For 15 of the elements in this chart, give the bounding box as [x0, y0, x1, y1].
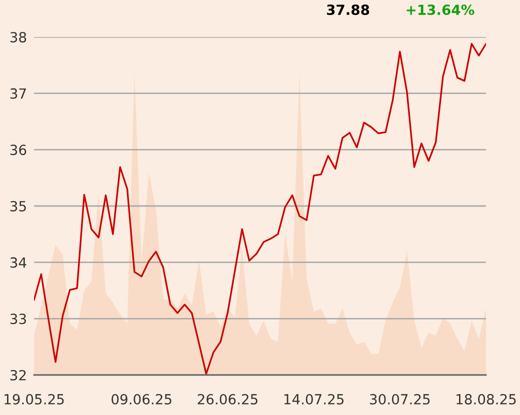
y-tick-label: 34	[10, 257, 26, 268]
text: 37.88	[326, 4, 370, 16]
x-tick-label: 19.05.25	[4, 394, 64, 404]
x-tick-label: 30.07.25	[370, 394, 430, 404]
x-tick-label: 09.06.25	[112, 394, 172, 404]
y-tick-label: 38	[10, 32, 26, 42]
x-tick-label: 14.07.25	[284, 394, 344, 404]
y-tick-label: 35	[10, 200, 26, 212]
x-tick-label: 26.06.25	[198, 394, 258, 404]
y-tick-label: 33	[10, 314, 26, 324]
y-tick-label: 37	[10, 88, 26, 99]
text: +13.64%	[406, 4, 474, 16]
y-tick-label: 32	[10, 370, 26, 380]
y-tick-label: 36	[10, 144, 26, 156]
x-tick-label: 18.08.25	[456, 394, 516, 404]
